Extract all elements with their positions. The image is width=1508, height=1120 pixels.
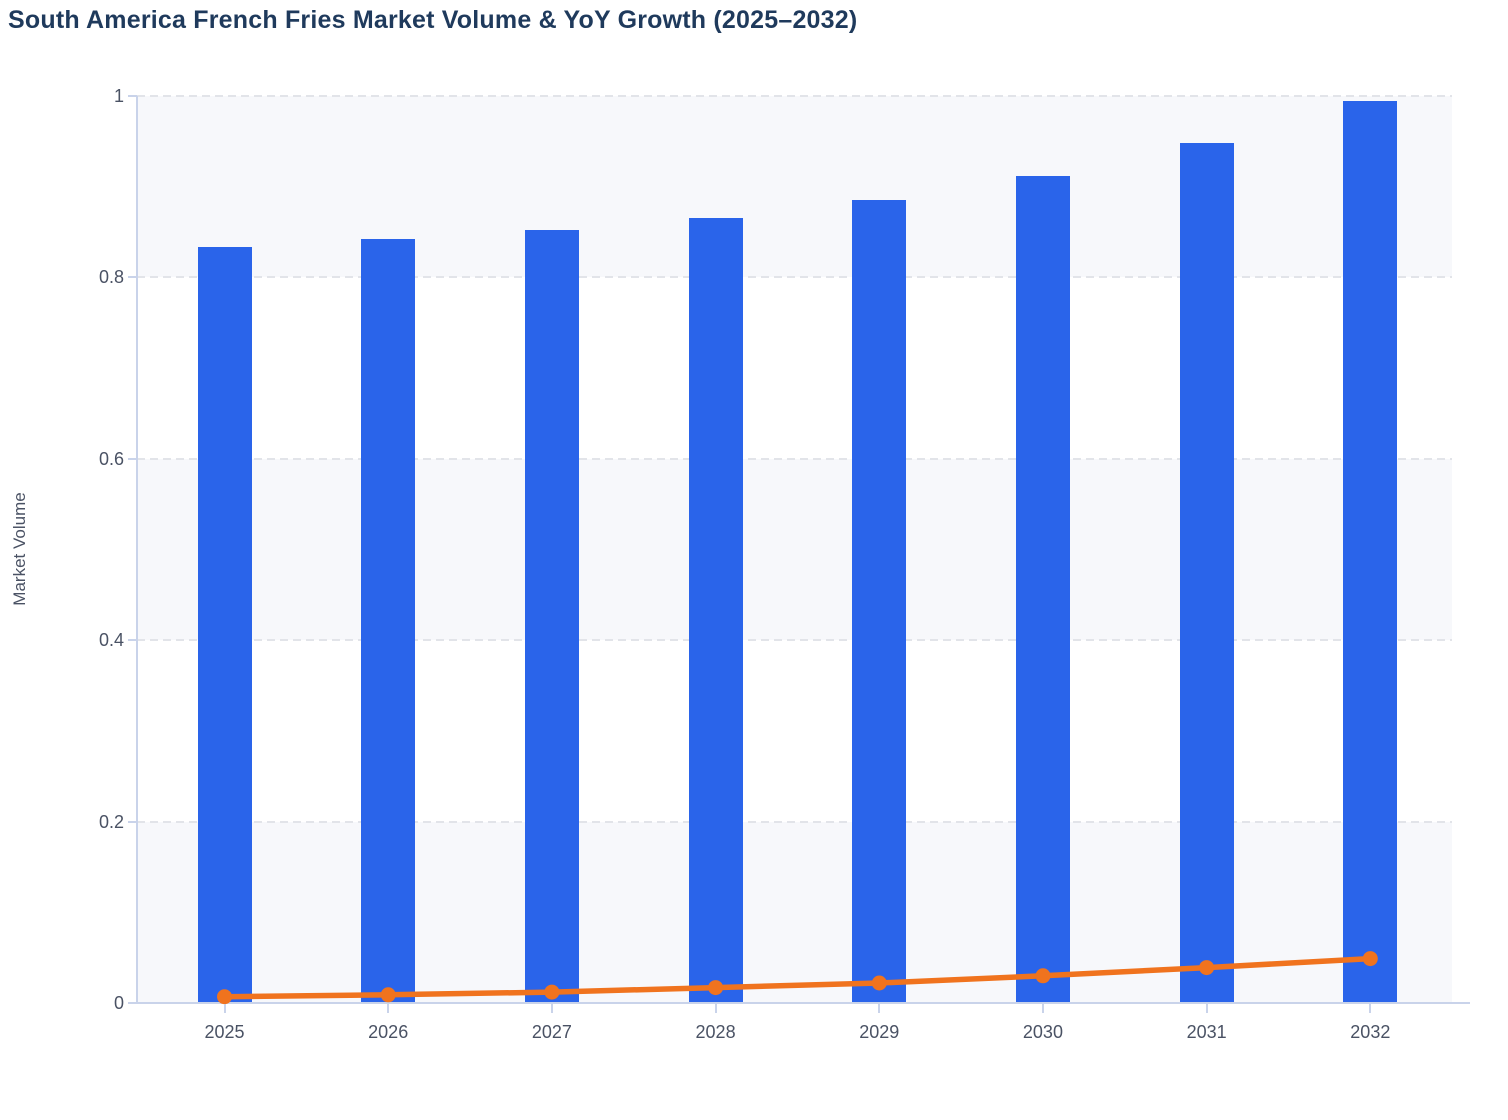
y-tick-mark-0.8: [128, 276, 137, 279]
bar-2025: [197, 246, 252, 1003]
y-tick-label-0.6: 0.6: [98, 448, 124, 469]
x-tick-mark-2029: [878, 1004, 881, 1013]
plot-area: [137, 95, 1452, 1003]
line-marker-2027: [544, 984, 560, 1000]
x-tick-label-2029: 2029: [859, 1022, 900, 1042]
y-tick-mark-0.6: [128, 457, 137, 460]
line-marker-2025: [217, 989, 232, 1005]
gridline-0.2: [137, 820, 1452, 823]
x-tick-label-2025: 2025: [204, 1022, 245, 1042]
yoy-growth-line: [221, 955, 1374, 1000]
gridline-0.4: [137, 639, 1452, 642]
y-tick-mark-0.2: [128, 820, 137, 823]
bar-2031: [1179, 143, 1234, 1003]
y-tick-label-0.4: 0.4: [98, 630, 124, 651]
gridline-1: [137, 95, 1452, 97]
bar-2029: [852, 200, 907, 1003]
x-tick-mark-2027: [550, 1004, 553, 1013]
x-tick-label-2028: 2028: [695, 1022, 736, 1042]
x-tick-mark-2026: [387, 1004, 390, 1013]
y-tick-mark-1: [128, 95, 137, 97]
x-tick-mark-2025: [223, 1004, 226, 1013]
line-marker-2031: [1199, 960, 1215, 976]
y-axis-title: Market Volume: [10, 492, 29, 606]
line-marker-2032: [1362, 951, 1378, 967]
y-tick-label-0.2: 0.2: [98, 811, 124, 832]
bar-2032: [1343, 100, 1398, 1003]
y-tick-label-1: 1: [113, 86, 124, 106]
x-axis-line: [137, 1002, 1470, 1004]
line-marker-2026: [380, 987, 396, 1003]
x-tick-label-2026: 2026: [368, 1022, 409, 1042]
x-tick-mark-2028: [714, 1004, 717, 1013]
y-tick-mark-0: [128, 1002, 137, 1004]
bar-2030: [1015, 175, 1070, 1003]
gridline-0.8: [137, 276, 1452, 279]
bar-2026: [361, 239, 416, 1003]
gridline-0.6: [137, 457, 1452, 460]
line-marker-2029: [871, 975, 887, 991]
line-marker-2030: [1035, 968, 1051, 984]
x-tick-label-2032: 2032: [1350, 1022, 1391, 1042]
x-tick-mark-2031: [1205, 1004, 1208, 1013]
line-marker-2028: [708, 980, 724, 996]
x-tick-label-2031: 2031: [1186, 1022, 1227, 1042]
y-tick-label-0: 0: [113, 993, 124, 1013]
line-series-layer: [217, 951, 1378, 1005]
x-tick-label-2030: 2030: [1022, 1022, 1063, 1042]
y-tick-label-0.8: 0.8: [98, 267, 124, 288]
x-tick-mark-2030: [1041, 1004, 1044, 1013]
x-tick-mark-2032: [1369, 1004, 1372, 1013]
x-tick-label-2027: 2027: [531, 1022, 572, 1042]
bar-2028: [688, 217, 743, 1003]
y-tick-mark-0.4: [128, 639, 137, 642]
chart-title: South America French Fries Market Volume…: [8, 6, 858, 34]
y-axis-line: [136, 96, 138, 1003]
bar-2027: [524, 230, 579, 1003]
